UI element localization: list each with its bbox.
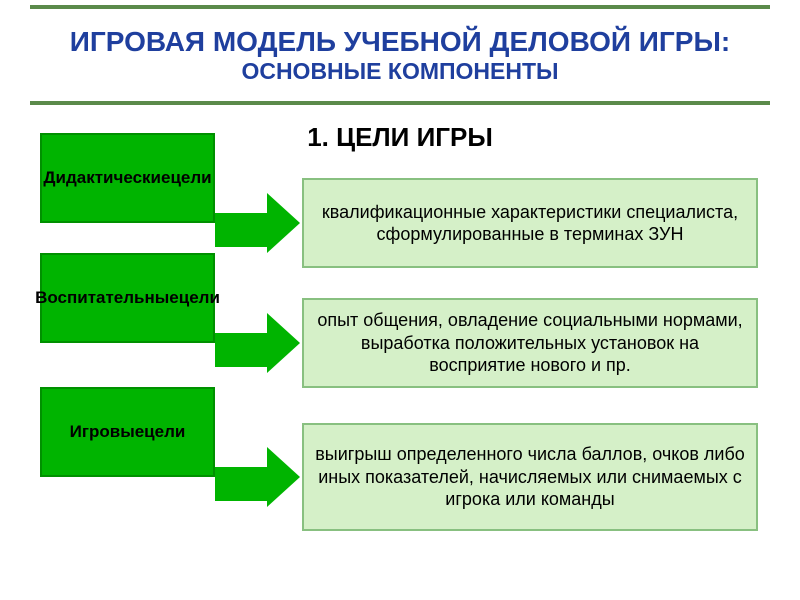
goal-category-box: Дидактическиецели xyxy=(40,133,215,223)
arrow-head xyxy=(267,193,300,253)
goal-category-box: Воспитательныецели xyxy=(40,253,215,343)
arrow-head xyxy=(267,313,300,373)
goal-category-label: Дидактически xyxy=(43,168,161,188)
goal-description-text: квалификационные характеристики специали… xyxy=(314,201,746,246)
goal-category-label: Игровые xyxy=(70,422,145,442)
goal-description-text: опыт общения, овладение социальными норм… xyxy=(314,309,746,377)
goal-category-label: е xyxy=(161,168,170,188)
goal-category-box: Игровыецели xyxy=(40,387,215,477)
goal-category-label: Воспитательн xyxy=(35,288,155,308)
goal-category-label: ые xyxy=(155,288,179,308)
goal-category-label: цели xyxy=(144,422,185,442)
goal-description-box: выигрыш определенного числа баллов, очко… xyxy=(302,423,758,531)
goal-description-text: выигрыш определенного числа баллов, очко… xyxy=(314,443,746,511)
title-main: ИГРОВАЯ МОДЕЛЬ УЧЕБНОЙ ДЕЛОВОЙ ИГРЫ: xyxy=(70,26,730,57)
arrow-icon xyxy=(215,313,300,373)
arrow-icon xyxy=(215,193,300,253)
title-sub: ОСНОВНЫЕ КОМПОНЕНТЫ xyxy=(241,58,558,84)
goal-description-box: опыт общения, овладение социальными норм… xyxy=(302,298,758,388)
goal-category-label: цели xyxy=(170,168,211,188)
arrow-head xyxy=(267,447,300,507)
title-frame: ИГРОВАЯ МОДЕЛЬ УЧЕБНОЙ ДЕЛОВОЙ ИГРЫ: ОСН… xyxy=(30,5,770,105)
arrow-shaft xyxy=(215,467,267,501)
goal-description-box: квалификационные характеристики специали… xyxy=(302,178,758,268)
goal-category-label: цели xyxy=(179,288,220,308)
arrow-icon xyxy=(215,447,300,507)
arrow-shaft xyxy=(215,213,267,247)
arrow-shaft xyxy=(215,333,267,367)
page-title: ИГРОВАЯ МОДЕЛЬ УЧЕБНОЙ ДЕЛОВОЙ ИГРЫ: ОСН… xyxy=(40,26,760,85)
